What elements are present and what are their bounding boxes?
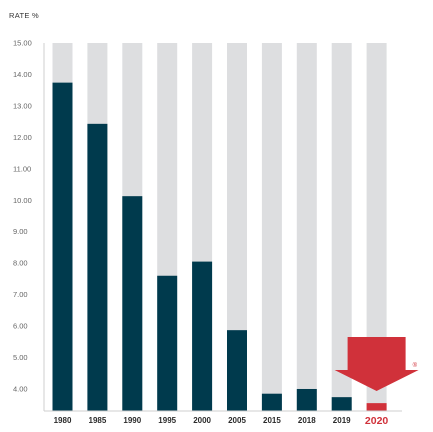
y-tick-label: 15.00 [13,39,32,48]
background-bar [261,43,282,411]
bar-1995 [157,275,178,411]
x-tick-label: 1980 [54,416,72,425]
x-tick-label: 2000 [193,416,211,425]
y-tick-label: 10.00 [13,196,32,205]
y-tick-label: 6.00 [13,322,28,331]
bar-1990 [122,196,143,411]
y-tick-label: 4.00 [13,384,28,393]
bar-2015 [261,393,282,411]
background-bar [227,43,247,411]
x-tick-label: 2005 [228,416,246,425]
y-tick-label: 9.00 [13,227,28,236]
x-tick-label: 2019 [333,416,351,425]
x-tick-label: 2015 [263,416,281,425]
bar-1985 [87,123,108,411]
annotation-layer: ® [334,337,419,391]
bar-2020 [366,403,387,411]
y-tick-label: 8.00 [13,259,28,268]
y-tick-label: 13.00 [13,101,32,110]
bar-2019 [331,397,352,411]
y-tick-label: 5.00 [13,353,28,362]
y-tick-label: 14.00 [13,70,32,79]
data-bars [52,82,387,411]
y-axis-label: RATE % [9,11,39,20]
background-bar [366,43,387,411]
background-bar [331,43,352,411]
x-tick-label: 1985 [89,416,107,425]
bar-2000 [192,261,213,411]
registered-mark: ® [413,362,418,369]
y-axis: 15.00 14.00 13.00 12.00 11.00 10.00 9.00 8.00 7.… [13,39,45,411]
y-tick-label: 11.00 [13,164,31,173]
bar-2005 [227,330,247,411]
x-axis: 1980 1985 1990 1995 2000 2005 2015 2018 2019 2020 [44,410,402,427]
x-tick-label: 2018 [298,416,316,425]
y-tick-label: 12.00 [13,133,32,142]
bar-2018 [296,388,317,411]
background-bar [296,43,317,411]
bar-1980 [52,82,73,411]
y-tick-label: 7.00 [13,290,28,299]
down-arrow-icon [334,337,419,391]
x-tick-label: 2020 [365,415,389,427]
x-tick-label: 1990 [123,416,141,425]
x-tick-label: 1995 [158,416,176,425]
